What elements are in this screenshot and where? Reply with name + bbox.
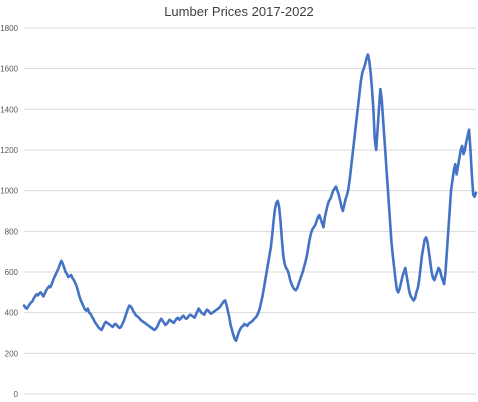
- y-tick-label: 1000: [0, 187, 18, 196]
- y-tick-label: 1800: [0, 24, 18, 33]
- y-tick-label: 0: [14, 390, 19, 399]
- price-series-line: [22, 53, 478, 343]
- y-tick-label: 400: [5, 309, 19, 318]
- y-tick-label: 1200: [0, 146, 18, 155]
- gridlines: [24, 27, 476, 395]
- y-axis-tick-labels: 0 200 400 600 800 1000 1200 1400 1600 1800: [0, 24, 18, 399]
- y-tick-label: 200: [5, 349, 19, 358]
- chart-title: Lumber Prices 2017-2022: [164, 4, 314, 19]
- y-tick-label: 600: [5, 268, 19, 277]
- plot-area: [22, 53, 478, 343]
- y-tick-label: 1600: [0, 65, 18, 74]
- y-tick-label: 800: [5, 227, 19, 236]
- y-tick-label: 1400: [0, 105, 18, 114]
